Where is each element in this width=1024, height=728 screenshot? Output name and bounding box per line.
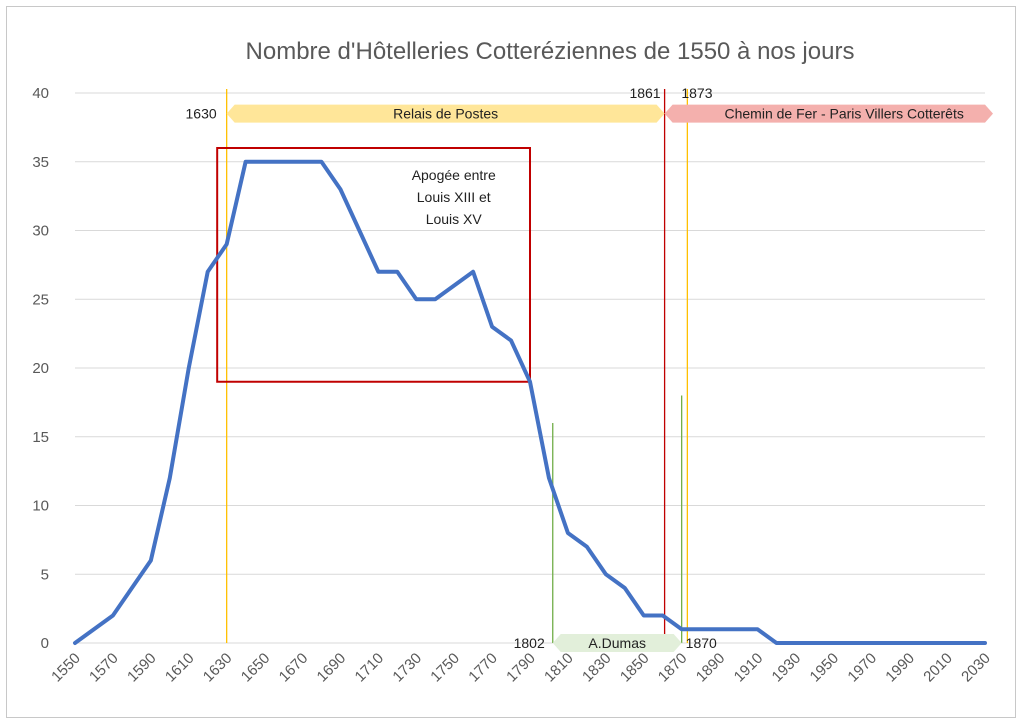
apogee-text-line: Louis XV: [426, 211, 483, 227]
x-tick-label: 1630: [200, 650, 236, 686]
y-tick-label: 25: [32, 291, 49, 308]
x-tick-label: 1790: [503, 650, 539, 686]
x-tick-label: 1990: [882, 650, 918, 686]
x-tick-label: 1810: [541, 650, 577, 686]
dumas-start-year: 1802: [514, 635, 545, 651]
x-tick-label: 1750: [427, 650, 463, 686]
y-tick-label: 0: [41, 635, 49, 652]
x-tick-label: 1830: [579, 650, 615, 686]
x-tick-label: 1710: [352, 650, 388, 686]
x-tick-label: 1870: [655, 650, 691, 686]
y-tick-label: 5: [41, 566, 49, 583]
x-tick-label: 1590: [124, 650, 160, 686]
apogee-box: [216, 147, 531, 383]
y-tick-label: 30: [32, 223, 49, 240]
apogee-text-line: Apogée entre: [412, 167, 496, 183]
apogee-text-line: Louis XIII et: [417, 189, 491, 205]
y-tick-label: 15: [32, 429, 49, 446]
x-tick-label: 1550: [48, 650, 84, 686]
chemin-1873-year: 1873: [681, 85, 712, 101]
y-tick-label: 40: [32, 85, 49, 102]
chart-title: Nombre d'Hôtelleries Cotteréziennes de 1…: [246, 38, 855, 65]
chemin-band: [664, 104, 993, 123]
relais-band: [226, 104, 665, 123]
x-tick-label: 1650: [238, 650, 274, 686]
chemin-label: Chemin de Fer - Paris Villers Cotterêts: [724, 106, 963, 122]
x-tick-label: 1970: [844, 650, 880, 686]
chart-frame: Nombre d'Hôtelleries Cotteréziennes de 1…: [6, 6, 1016, 718]
x-tick-label: 1950: [807, 650, 843, 686]
y-tick-label: 20: [32, 360, 49, 377]
x-tick-label: 2010: [920, 650, 956, 686]
x-tick-label: 1930: [769, 650, 805, 686]
relais-start-year: 1630: [186, 106, 217, 122]
dumas-band: [552, 634, 682, 652]
x-tick-label: 1690: [314, 650, 350, 686]
x-tick-label: 1890: [693, 650, 729, 686]
relais-label: Relais de Postes: [393, 106, 498, 122]
y-tick-label: 10: [32, 498, 49, 515]
chemin-1861-year: 1861: [629, 85, 660, 101]
line-chart: Nombre d'Hôtelleries Cotteréziennes de 1…: [32, 38, 994, 686]
y-tick-label: 35: [32, 154, 49, 171]
x-tick-label: 1570: [86, 650, 122, 686]
dumas-label: A.Dumas: [588, 635, 646, 651]
x-tick-label: 1850: [617, 650, 653, 686]
x-tick-label: 1910: [731, 650, 767, 686]
x-tick-label: 1670: [276, 650, 312, 686]
x-tick-label: 1730: [389, 650, 425, 686]
dumas-end-year: 1870: [686, 635, 717, 651]
x-tick-label: 1610: [162, 650, 198, 686]
x-tick-label: 2030: [958, 650, 994, 686]
x-tick-label: 1770: [465, 650, 501, 686]
